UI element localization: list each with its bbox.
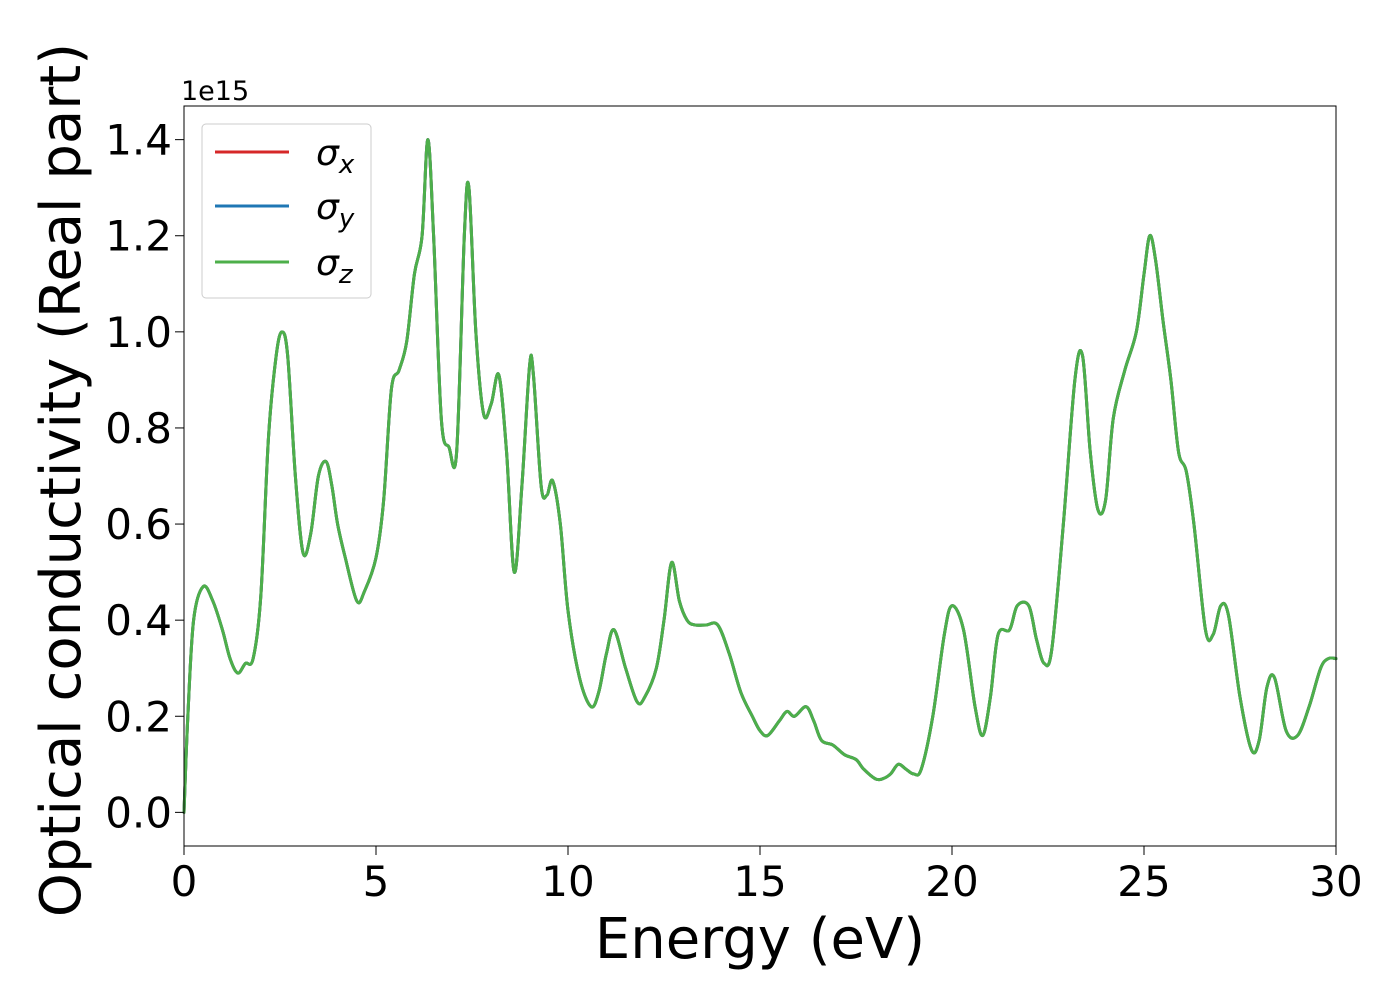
x-axis-title: Energy (eV) xyxy=(595,907,925,972)
y-tick-label: 1.4 xyxy=(105,116,172,165)
legend-label-sigma-z: σz xyxy=(316,243,354,290)
y-tick-label: 0.0 xyxy=(105,788,172,837)
legend-label-sigma-x: σx xyxy=(316,133,355,180)
x-tick-label: 25 xyxy=(1117,857,1170,906)
x-tick-label: 0 xyxy=(171,857,198,906)
legend-box xyxy=(201,123,372,299)
x-tick-label: 15 xyxy=(733,857,786,906)
y-tick-label: 0.2 xyxy=(105,692,172,741)
y-tick-label: 0.8 xyxy=(105,404,172,453)
x-tick-label: 30 xyxy=(1309,857,1362,906)
x-tick-label: 5 xyxy=(363,857,390,906)
y-offset-label: 1e15 xyxy=(181,76,249,107)
series-line-sigma-z xyxy=(182,138,1338,814)
y-tick-label: 0.4 xyxy=(105,596,172,645)
x-tick-label: 20 xyxy=(925,857,978,906)
y-tick-label: 1.0 xyxy=(105,308,172,357)
legend: σx σy σz xyxy=(201,123,372,299)
y-axis-title: Optical conductivity (Real part) xyxy=(29,43,94,917)
x-tick-label: 10 xyxy=(541,857,594,906)
y-tick-label: 1.2 xyxy=(105,212,172,261)
legend-label-sigma-y: σy xyxy=(316,187,355,234)
y-tick-label: 0.6 xyxy=(105,500,172,549)
